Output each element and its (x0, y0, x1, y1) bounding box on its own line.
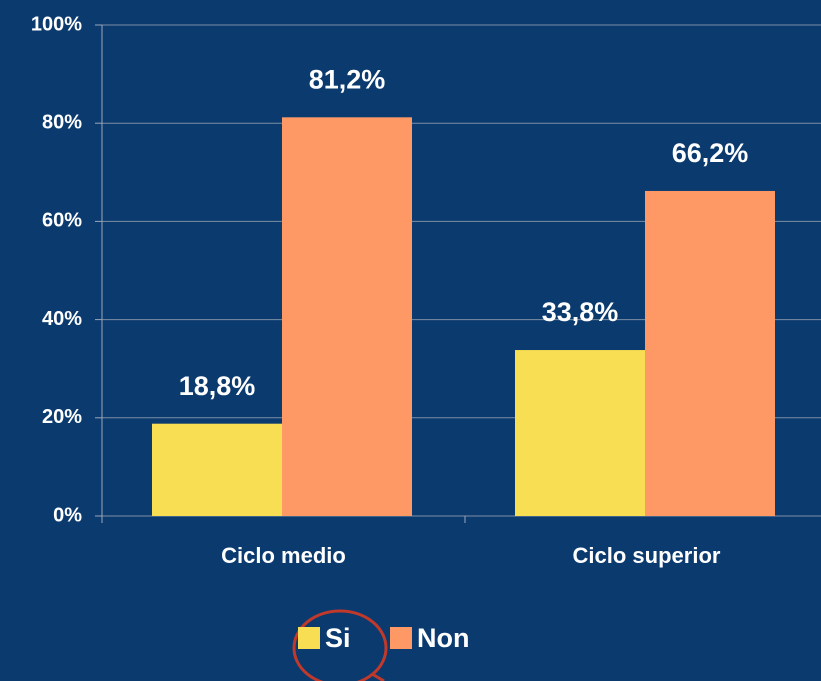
bar (282, 117, 412, 517)
legend-swatch (298, 627, 320, 649)
legend-label: Non (417, 623, 469, 653)
y-tick-label: 100% (31, 13, 82, 35)
y-tick-label: 20% (42, 406, 82, 428)
value-label: 18,8% (179, 371, 256, 401)
value-label: 66,2% (672, 138, 749, 168)
highlight-pointer (371, 672, 385, 681)
bar (152, 423, 282, 516)
value-label: 81,2% (309, 64, 386, 94)
bar (515, 350, 645, 516)
legend-swatch (390, 627, 412, 649)
y-tick-label: 40% (42, 308, 82, 330)
legend-label: Si (325, 623, 351, 653)
y-tick-label: 60% (42, 210, 82, 232)
y-tick-label: 0% (53, 504, 82, 526)
highlight-circle (292, 609, 388, 681)
bar (645, 190, 775, 516)
x-tick-label: Ciclo superior (573, 543, 721, 568)
x-tick-label: Ciclo medio (221, 543, 346, 568)
y-tick-label: 80% (42, 111, 82, 133)
value-label: 33,8% (542, 297, 619, 327)
